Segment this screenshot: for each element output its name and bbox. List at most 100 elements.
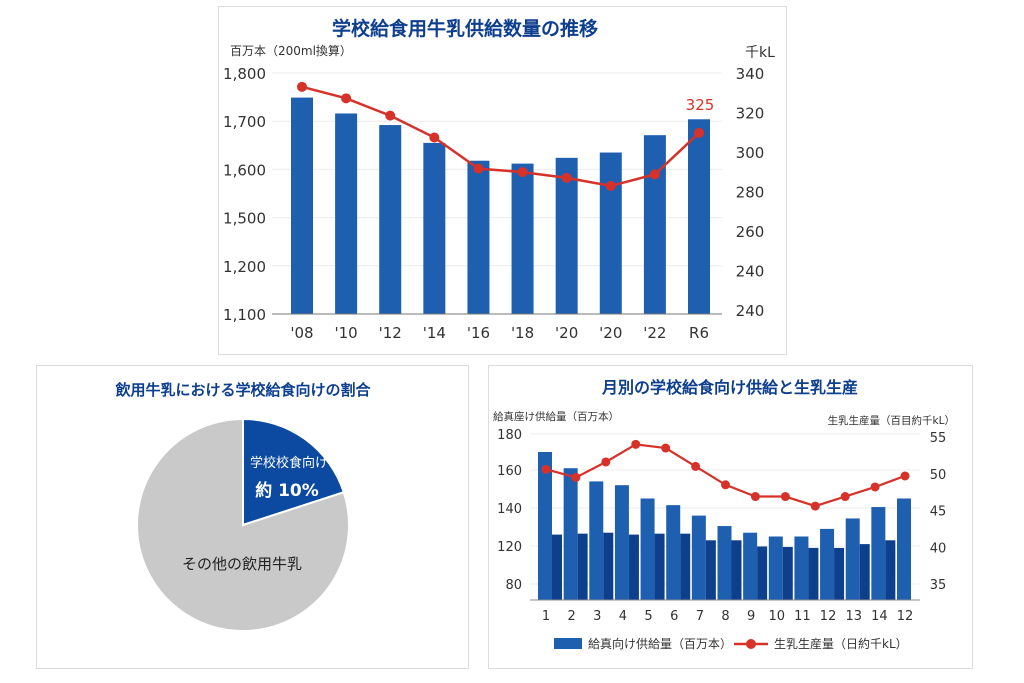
chart-title: 学校給食用牛乳供給数量の推移: [332, 17, 598, 40]
bar-school-supply: [845, 518, 860, 600]
chart-title: 月別の学校給食向け供給と生乳生産: [601, 378, 858, 397]
bar-secondary: [885, 540, 896, 600]
slice-label-school: 学校校食向け: [250, 455, 328, 471]
bar-secondary: [757, 546, 768, 600]
legend-label-supply: 給真向け供給量（百万本）: [588, 636, 732, 651]
x-tick-label: 3: [593, 609, 601, 624]
chart-title: 飲用牛乳における学校給食向けの割合: [114, 381, 371, 399]
bar-school-supply: [717, 526, 732, 600]
x-tick-label: 8: [721, 609, 729, 624]
bar: [555, 157, 578, 314]
bar-school-supply: [871, 507, 886, 600]
line-point: [385, 110, 396, 121]
line-point: [297, 81, 307, 92]
left-tick-label: 180: [497, 428, 522, 443]
bar-secondary: [705, 540, 716, 600]
x-tick-label: '18: [511, 324, 534, 342]
right-axis-label: 生乳生産量（百目約千kL）: [828, 414, 955, 427]
left-tick-label: 160: [497, 464, 522, 479]
right-tick-label: 35: [930, 578, 947, 593]
bar-school-supply: [589, 481, 604, 600]
bar: [688, 119, 710, 314]
line-point: [561, 172, 572, 183]
bar-school-supply: [743, 532, 758, 600]
line-point: [631, 439, 641, 449]
slice-percent-school: 約 10%: [255, 480, 319, 501]
legend-bar-swatch: [554, 638, 582, 649]
bar-school-supply: [666, 505, 681, 600]
x-tick-label: 2: [568, 609, 576, 624]
line-point: [571, 472, 581, 482]
bar-secondary: [628, 534, 639, 600]
left-tick-label: 1,500: [223, 210, 266, 228]
x-tick-label: '08: [290, 324, 313, 342]
x-tick-label: 11: [794, 609, 811, 624]
bar-school-supply: [614, 485, 629, 600]
bar-school-supply: [691, 515, 706, 600]
bar: [511, 163, 534, 314]
line-point: [517, 167, 528, 178]
line-point: [900, 471, 910, 481]
x-tick-label: 12: [820, 609, 837, 624]
x-tick-label: '16: [467, 324, 490, 342]
right-tick-label: 260: [736, 223, 765, 241]
line-point: [780, 492, 790, 502]
data-label: 325: [686, 96, 715, 114]
bar-school-supply: [640, 498, 655, 600]
slice-label-other: その他の飲用牛乳: [182, 555, 302, 573]
right-tick-label: 55: [930, 431, 947, 446]
x-tick-label: 5: [644, 609, 652, 624]
right-tick-label: 45: [930, 505, 947, 520]
line-point: [840, 492, 850, 502]
line-point: [649, 169, 660, 180]
left-tick-label: 1,700: [223, 113, 266, 131]
bar-secondary: [782, 546, 793, 600]
x-tick-label: 14: [871, 609, 888, 624]
right-tick-label: 50: [930, 468, 947, 483]
line-point: [473, 163, 484, 174]
x-tick-label: 4: [619, 609, 627, 624]
x-tick-label: 6: [670, 609, 678, 624]
bar-secondary: [577, 533, 588, 600]
legend-label-milk: 生乳生産量（日約千kL）: [774, 636, 908, 651]
right-tick-label: 280: [736, 184, 765, 202]
line-point: [541, 464, 551, 474]
left-tick-label: 120: [497, 540, 522, 555]
x-tick-label: 12: [897, 609, 914, 624]
right-tick-label: 340: [736, 65, 765, 83]
bar-school-supply: [897, 498, 911, 600]
line-point: [601, 457, 611, 467]
bar-school-supply: [768, 536, 783, 600]
x-tick-label: 7: [696, 609, 704, 624]
bar-school-supply: [820, 528, 835, 600]
x-tick-label: '20: [599, 324, 622, 342]
line-point: [694, 127, 704, 138]
bar-secondary: [654, 533, 665, 600]
bar-secondary: [603, 532, 614, 600]
line-point: [810, 501, 820, 511]
line-point: [721, 480, 730, 490]
bar: [599, 152, 622, 314]
x-tick-label: '10: [335, 324, 358, 342]
x-tick-label: R6: [689, 324, 709, 342]
right-tick-label: 40: [930, 541, 947, 556]
line-point: [870, 482, 880, 492]
bar-school-supply: [538, 452, 552, 600]
bar: [423, 142, 446, 314]
line-point: [429, 132, 440, 143]
x-tick-label: '22: [643, 324, 666, 342]
bar-secondary: [680, 533, 691, 600]
x-tick-label: 13: [845, 609, 862, 624]
left-tick-label: 1,200: [223, 258, 266, 276]
x-tick-label: 9: [747, 609, 755, 624]
pie-slice: [242, 417, 346, 527]
left-axis-label: 百万本（200ml換算）: [230, 43, 352, 58]
right-tick-label: 240: [736, 302, 765, 320]
line-point: [750, 492, 760, 502]
x-tick-label: 10: [769, 609, 786, 624]
pie-slice: [136, 417, 350, 632]
left-tick-label: 1,800: [223, 65, 266, 83]
line-series: [301, 85, 700, 188]
left-tick-label: 1,100: [223, 306, 266, 324]
